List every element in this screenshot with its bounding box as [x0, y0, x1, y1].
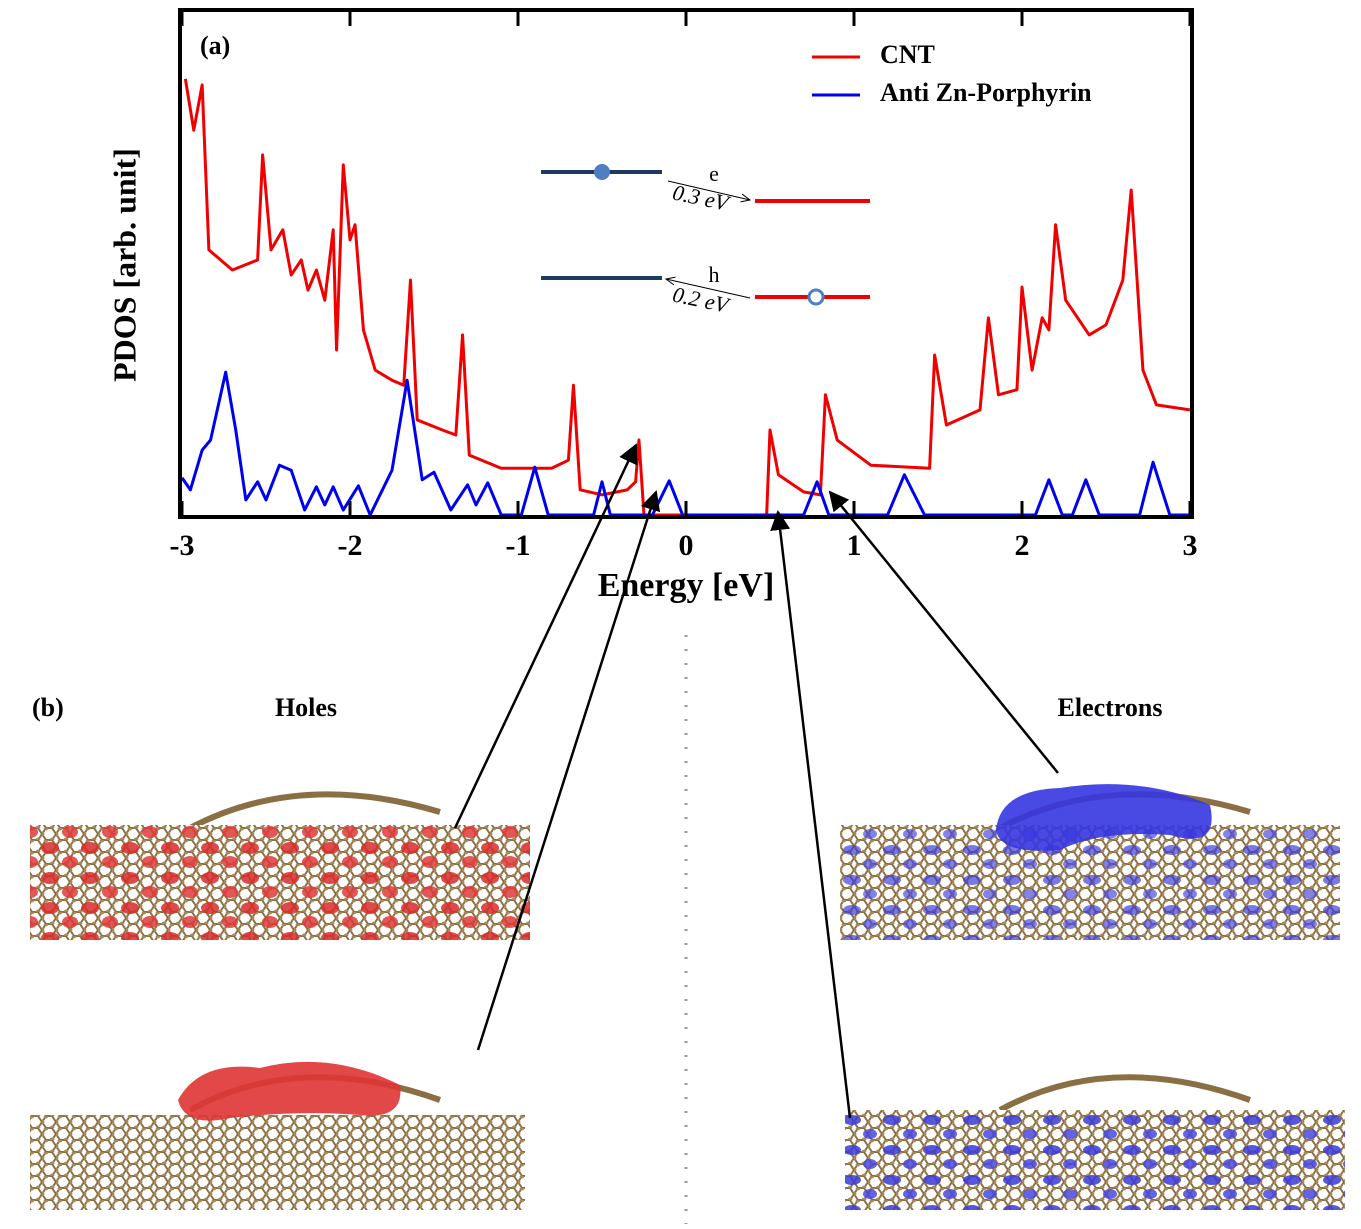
- inset-label: h: [709, 262, 720, 287]
- x-axis-label: Energy [eV]: [598, 567, 775, 604]
- molecule-images: [30, 635, 1345, 1224]
- x-tick-label: 3: [1183, 529, 1198, 562]
- panel-label: (b): [32, 693, 64, 722]
- nanotube: [30, 1115, 525, 1210]
- inset-label: e: [709, 161, 719, 186]
- electron-density: [840, 825, 1340, 940]
- figure: -3 -2 -1 0 1 2 3 CNT Anti Zn-Porphyrin (a) Energ…: [0, 0, 1361, 1224]
- electron: [594, 164, 610, 180]
- electron-density: [845, 1110, 1345, 1210]
- panel-label: (a): [200, 31, 230, 60]
- panel-title: Electrons: [1058, 693, 1163, 722]
- data-line: [182, 372, 1190, 515]
- legend-label: Anti Zn-Porphyrin: [880, 78, 1092, 107]
- legend-label: CNT: [880, 40, 935, 69]
- x-tick-label: -3: [170, 529, 195, 562]
- page: -3 -2 -1 0 1 2 3 CNT Anti Zn-Porphyrin (a) Energ…: [0, 0, 1361, 1229]
- panel-title: Holes: [275, 693, 337, 722]
- x-tick-label: 1: [847, 529, 862, 562]
- arrow: [778, 512, 850, 1118]
- x-tick-label: 2: [1015, 529, 1030, 562]
- x-tick-label: -2: [338, 529, 363, 562]
- inset: e 0.3 eV h 0.2 eV: [541, 161, 870, 318]
- inset-label: 0.2 eV: [670, 282, 733, 319]
- arrows: [455, 445, 1058, 1118]
- hole-density: [30, 825, 530, 940]
- porphyrin: [1000, 1077, 1250, 1110]
- hole-density: [178, 1062, 401, 1121]
- x-tick-label: -1: [506, 529, 531, 562]
- y-axis-label: PDOS [arb. unit]: [106, 148, 142, 382]
- hole: [809, 290, 823, 304]
- arrow: [478, 492, 656, 1050]
- porphyrin: [190, 794, 440, 828]
- inset-label: 0.3 eV: [670, 180, 733, 217]
- x-tick-label: 0: [679, 529, 694, 562]
